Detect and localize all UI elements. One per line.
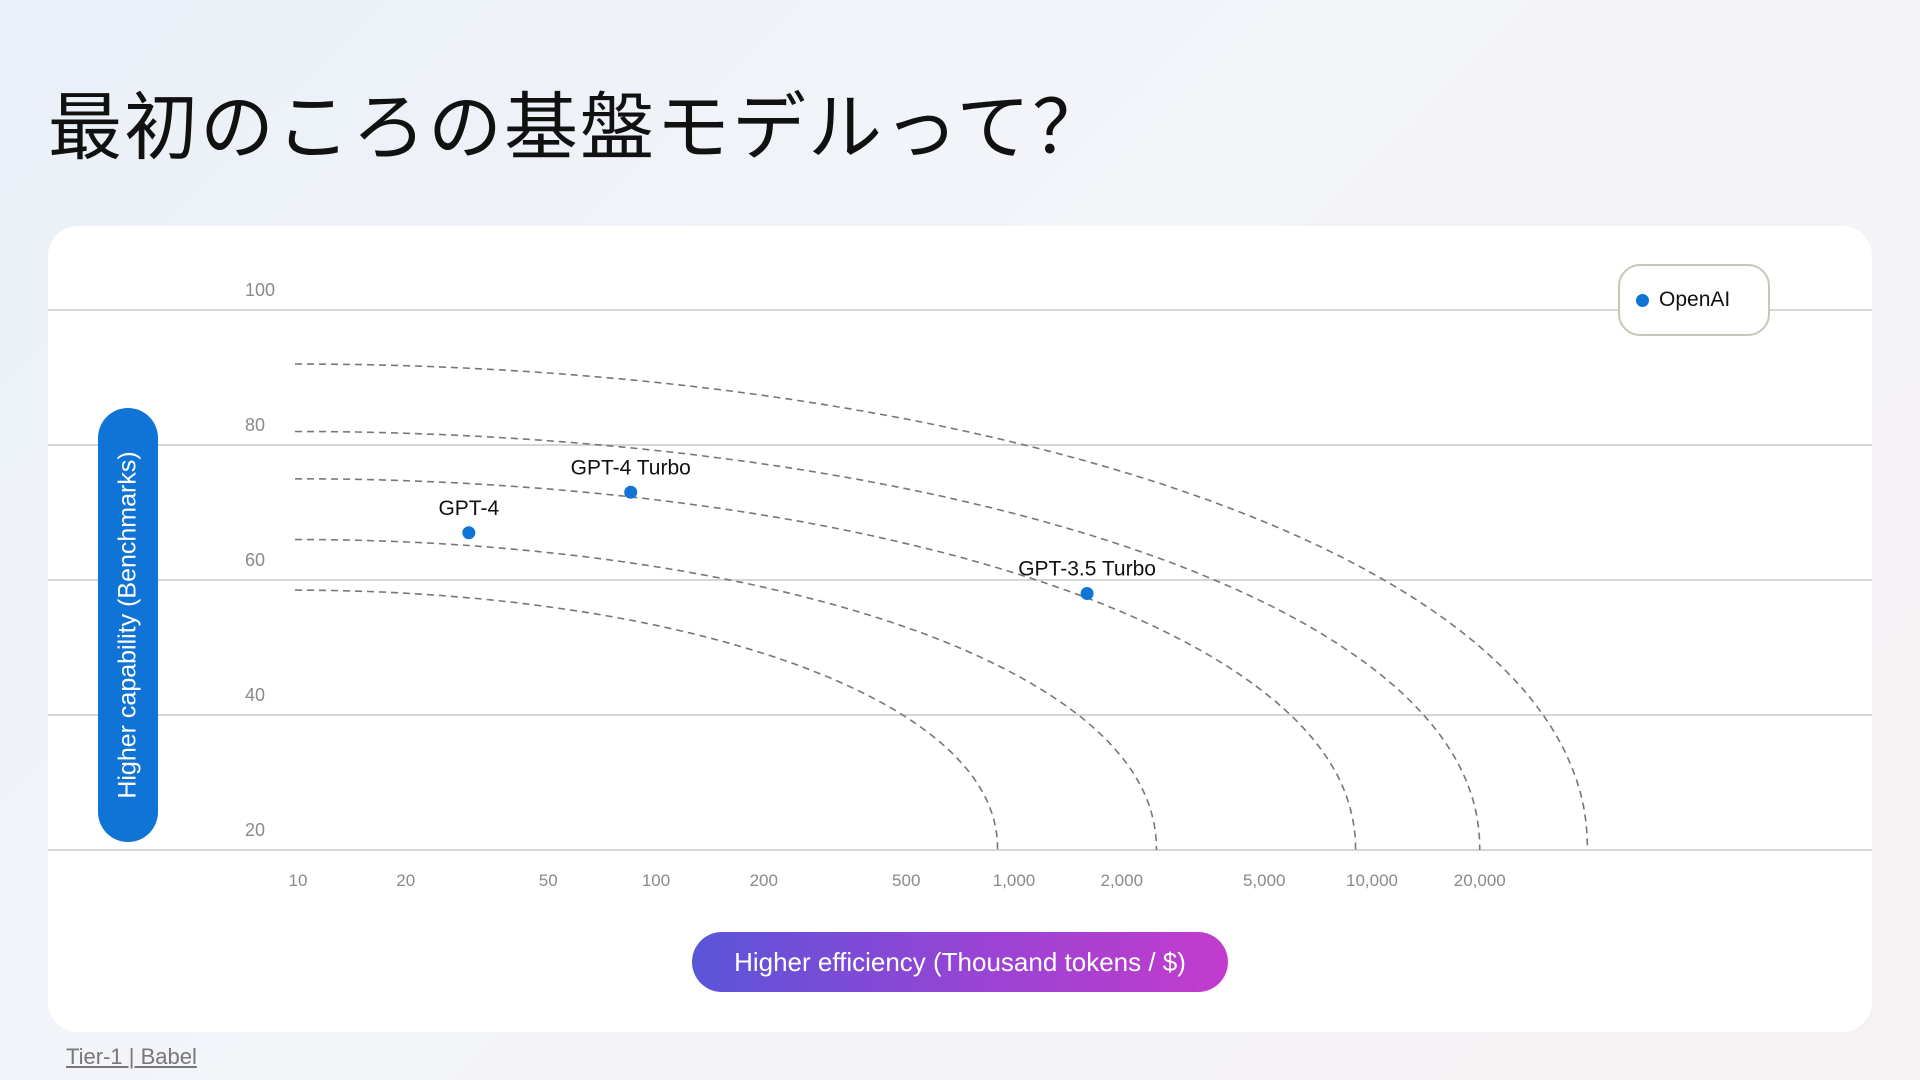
y-tick-label: 100 <box>245 280 275 300</box>
data-point <box>462 526 476 540</box>
x-tick-label: 2,000 <box>1100 871 1143 890</box>
data-point <box>1080 587 1094 600</box>
chart-card: 20 40 60 80 100 10 20 50 100 200 500 1,000 2,000 5,00… <box>48 226 1872 1032</box>
y-tick-label: 20 <box>245 820 265 840</box>
frontier-curve <box>294 478 1357 851</box>
chart-legend: OpenAI <box>1618 264 1770 336</box>
chart-plot: 20 40 60 80 100 10 20 50 100 200 500 1,000 2,000 5,00… <box>48 280 1872 890</box>
x-axis-label-pill: Higher efficiency (Thousand tokens / $) <box>692 932 1228 992</box>
x-axis-label: Higher efficiency (Thousand tokens / $) <box>734 946 1186 977</box>
legend-dot-icon <box>1636 293 1649 307</box>
data-point-label: GPT-3.5 Turbo <box>1018 558 1156 581</box>
slide-title: 最初のころの基盤モデルって？ <box>48 85 1109 171</box>
frontier-curve <box>294 538 1158 851</box>
y-tick-label: 60 <box>245 550 265 570</box>
legend-label: OpenAI <box>1659 288 1731 311</box>
y-axis-label-pill: Higher capability (Benchmarks) <box>98 408 158 842</box>
x-tick-label: 20 <box>396 871 415 890</box>
data-point-label: GPT-4 <box>438 497 499 520</box>
y-axis-label: Higher capability (Benchmarks) <box>113 451 142 799</box>
x-tick-label: 10 <box>289 871 308 890</box>
x-tick-label: 100 <box>642 871 670 890</box>
x-tick-label: 20,000 <box>1454 871 1506 890</box>
frontier-curve <box>294 430 1481 851</box>
data-point <box>624 485 638 499</box>
x-tick-label: 50 <box>539 871 558 890</box>
x-tick-label: 5,000 <box>1243 871 1286 890</box>
x-tick-label: 500 <box>892 871 920 890</box>
frontier-curve <box>294 589 999 851</box>
frontier-curve <box>294 363 1589 851</box>
x-tick-label: 10,000 <box>1346 871 1398 890</box>
x-tick-label: 200 <box>750 871 778 890</box>
data-point-label: GPT-4 Turbo <box>571 456 691 479</box>
footer-link[interactable]: Tier-1 | Babel <box>66 1044 197 1069</box>
y-tick-label: 40 <box>245 685 265 705</box>
x-tick-label: 1,000 <box>993 871 1036 890</box>
y-tick-label: 80 <box>245 415 265 435</box>
